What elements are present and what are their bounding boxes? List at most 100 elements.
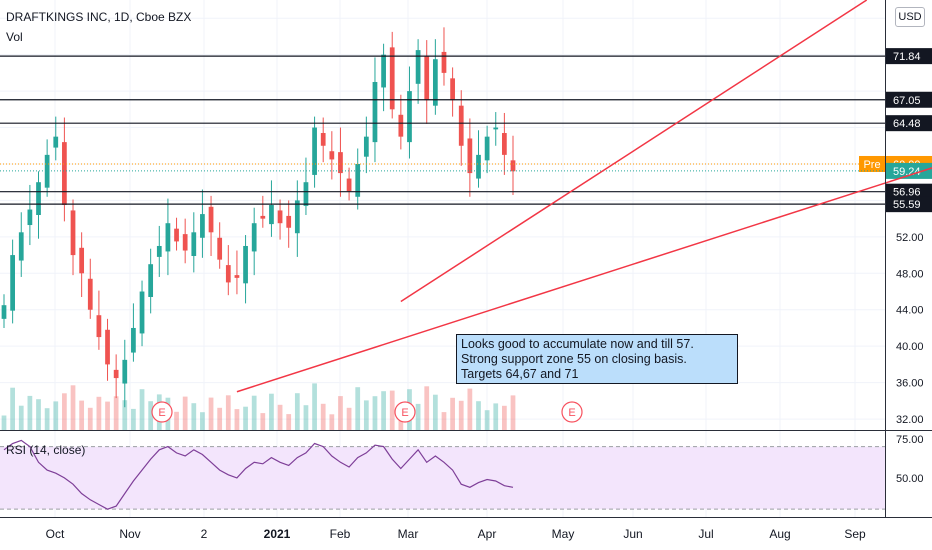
earnings-marker — [151, 401, 173, 423]
price-axis-tick: 36.00 — [896, 378, 924, 390]
candle — [217, 237, 223, 260]
volume-bar — [260, 413, 266, 430]
candle — [260, 215, 266, 219]
volume-bar — [269, 393, 274, 430]
chart-header: DRAFTKINGS INC, 1D, Cboe BZX Vol — [6, 10, 191, 44]
annotation-line-3: Targets 64,67 and 71 — [461, 367, 579, 381]
volume-bar — [286, 414, 292, 430]
rsi-line — [3, 439, 514, 510]
annotation-note[interactable]: Looks good to accumulate now and till 57… — [456, 334, 738, 384]
candle — [407, 91, 412, 143]
candle — [338, 152, 343, 174]
candle — [424, 55, 430, 101]
volume-bar — [312, 383, 317, 430]
earnings-marker-label: E — [401, 407, 408, 419]
price-tag — [886, 162, 932, 179]
price-tag-label: 64.48 — [893, 118, 921, 130]
earnings-marker-label: E — [158, 407, 165, 419]
candle — [27, 209, 33, 226]
volume-bar — [191, 403, 197, 430]
volume-bar — [476, 401, 481, 430]
price-tag-label: 59.24 — [893, 166, 921, 178]
earnings-marker — [561, 401, 583, 423]
candle — [165, 223, 171, 252]
volume-bar — [217, 407, 223, 430]
price-tag — [886, 48, 932, 65]
time-axis-label: Oct — [46, 527, 65, 541]
volume-bar — [79, 400, 85, 430]
symbol-title[interactable]: DRAFTKINGS INC, 1D, Cboe BZX — [6, 10, 192, 24]
volume-legend[interactable]: Vol — [6, 30, 23, 44]
candle — [450, 78, 455, 101]
time-axis-label: Apr — [478, 527, 497, 541]
candle — [182, 234, 188, 251]
candle — [476, 154, 481, 179]
candle — [398, 114, 404, 137]
volume-bar — [44, 408, 50, 430]
price-tag — [886, 183, 932, 200]
volume-bar — [372, 396, 378, 430]
price-tag-label: 71.84 — [893, 51, 921, 63]
price-tag — [886, 115, 932, 132]
candle — [286, 215, 292, 228]
time-axis-label: 2021 — [264, 527, 291, 541]
volume-bar — [131, 408, 136, 430]
candle — [79, 247, 85, 274]
candle — [458, 105, 464, 146]
currency-button[interactable]: USD — [895, 7, 925, 27]
candle — [389, 47, 395, 110]
volume-bar — [174, 411, 179, 430]
candle — [53, 136, 59, 148]
price-axis-tick: 32.00 — [896, 414, 924, 426]
volume-bar — [122, 400, 128, 430]
candle — [493, 127, 499, 130]
price-axis-tick: 52.00 — [896, 232, 924, 244]
earnings-marker — [394, 401, 416, 423]
candle — [62, 142, 67, 205]
candle — [251, 223, 257, 252]
volume-bar — [303, 405, 309, 430]
candle — [329, 151, 335, 160]
volume-bar — [458, 400, 464, 430]
volume-bar — [36, 399, 41, 430]
time-axis-label: Jun — [623, 527, 642, 541]
volume-bar — [415, 403, 421, 430]
volume-bar — [502, 405, 507, 430]
volume-bar — [484, 410, 490, 430]
volume-bar — [441, 412, 447, 430]
volume-bar — [105, 401, 110, 430]
volume-bar — [493, 403, 499, 430]
volume-bar — [96, 396, 102, 430]
candle — [467, 138, 473, 174]
price-axis-tick: 48.00 — [896, 268, 924, 280]
volume-bar — [424, 386, 430, 430]
candle — [320, 133, 326, 146]
candle — [122, 359, 128, 384]
volume-bar — [87, 407, 93, 430]
candle — [277, 210, 283, 224]
candle — [269, 204, 274, 225]
candle — [10, 255, 15, 311]
candle — [484, 136, 490, 161]
candle — [294, 200, 300, 234]
candle — [105, 329, 110, 365]
volume-bar — [182, 396, 188, 430]
candle — [432, 59, 438, 106]
volume-bar — [450, 397, 455, 430]
candle — [191, 232, 197, 256]
price-axis-tick: 40.00 — [896, 341, 924, 353]
volume-bar — [320, 403, 326, 430]
volume-bar — [139, 389, 145, 430]
volume-bar — [148, 401, 154, 430]
time-axis-label: Nov — [119, 527, 140, 541]
candle — [441, 51, 447, 73]
volume-bar — [53, 401, 59, 430]
candle — [87, 278, 93, 310]
time-axis-label: Sep — [844, 527, 866, 541]
volume-bar — [208, 397, 214, 430]
upper-trendline — [400, 0, 868, 303]
candle — [174, 228, 179, 242]
volume-bar — [243, 406, 248, 430]
